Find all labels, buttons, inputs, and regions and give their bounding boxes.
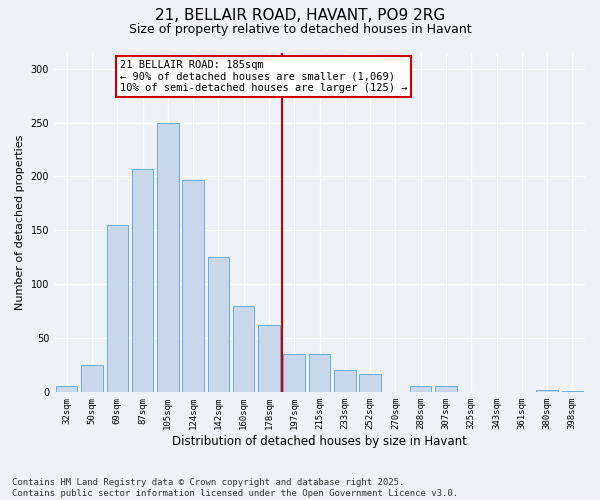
Bar [359, 374, 381, 392]
Bar [132, 169, 153, 392]
Text: 21, BELLAIR ROAD, HAVANT, PO9 2RG: 21, BELLAIR ROAD, HAVANT, PO9 2RG [155, 8, 445, 22]
X-axis label: Distribution of detached houses by size in Havant: Distribution of detached houses by size … [172, 434, 467, 448]
Text: Contains HM Land Registry data © Crown copyright and database right 2025.
Contai: Contains HM Land Registry data © Crown c… [12, 478, 458, 498]
Bar [208, 257, 229, 392]
Bar [334, 370, 356, 392]
Y-axis label: Number of detached properties: Number of detached properties [15, 134, 25, 310]
Bar [56, 386, 77, 392]
Bar [81, 365, 103, 392]
Text: Size of property relative to detached houses in Havant: Size of property relative to detached ho… [128, 22, 472, 36]
Bar [157, 122, 179, 392]
Bar [562, 391, 583, 392]
Bar [233, 306, 254, 392]
Bar [435, 386, 457, 392]
Bar [283, 354, 305, 392]
Bar [410, 386, 431, 392]
Bar [536, 390, 558, 392]
Text: 21 BELLAIR ROAD: 185sqm
← 90% of detached houses are smaller (1,069)
10% of semi: 21 BELLAIR ROAD: 185sqm ← 90% of detache… [120, 60, 407, 93]
Bar [182, 180, 204, 392]
Bar [309, 354, 330, 392]
Bar [258, 325, 280, 392]
Bar [107, 225, 128, 392]
